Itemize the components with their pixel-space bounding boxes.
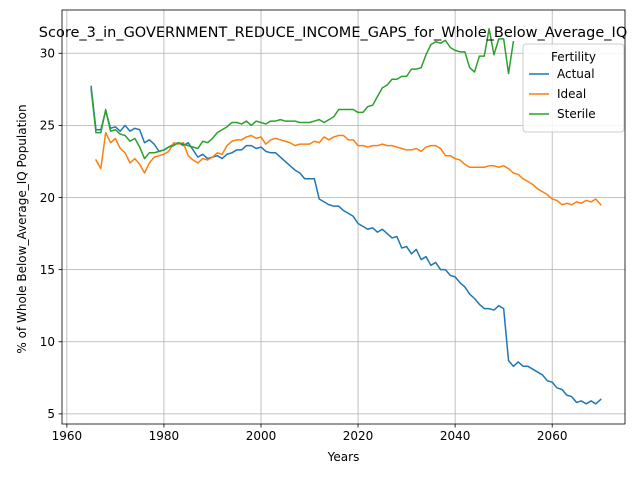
- y-tick-label: 15: [40, 263, 55, 277]
- x-tick-label: 2020: [343, 429, 374, 443]
- chart-title: Score_3_in_GOVERNMENT_REDUCE_INCOME_GAPS…: [39, 25, 627, 41]
- legend-label-ideal: Ideal: [557, 87, 586, 101]
- legend-title: Fertility: [551, 50, 596, 64]
- legend-label-actual: Actual: [557, 67, 595, 81]
- x-tick-label: 2040: [440, 429, 471, 443]
- y-tick-label: 5: [47, 407, 55, 421]
- y-tick-label: 30: [40, 47, 55, 61]
- y-tick-label: 10: [40, 335, 55, 349]
- legend-label-sterile: Sterile: [557, 107, 596, 121]
- x-tick-label: 2060: [537, 429, 568, 443]
- x-axis-label: Years: [327, 450, 360, 464]
- y-tick-label: 25: [40, 119, 55, 133]
- x-tick-label: 1980: [149, 429, 180, 443]
- x-tick-label: 1960: [52, 429, 83, 443]
- y-axis-label: % of Whole Below_Average_IQ Population: [15, 104, 29, 353]
- x-tick-label: 2000: [246, 429, 277, 443]
- y-tick-label: 20: [40, 191, 55, 205]
- legend: Fertility Actual Ideal Sterile: [523, 44, 624, 132]
